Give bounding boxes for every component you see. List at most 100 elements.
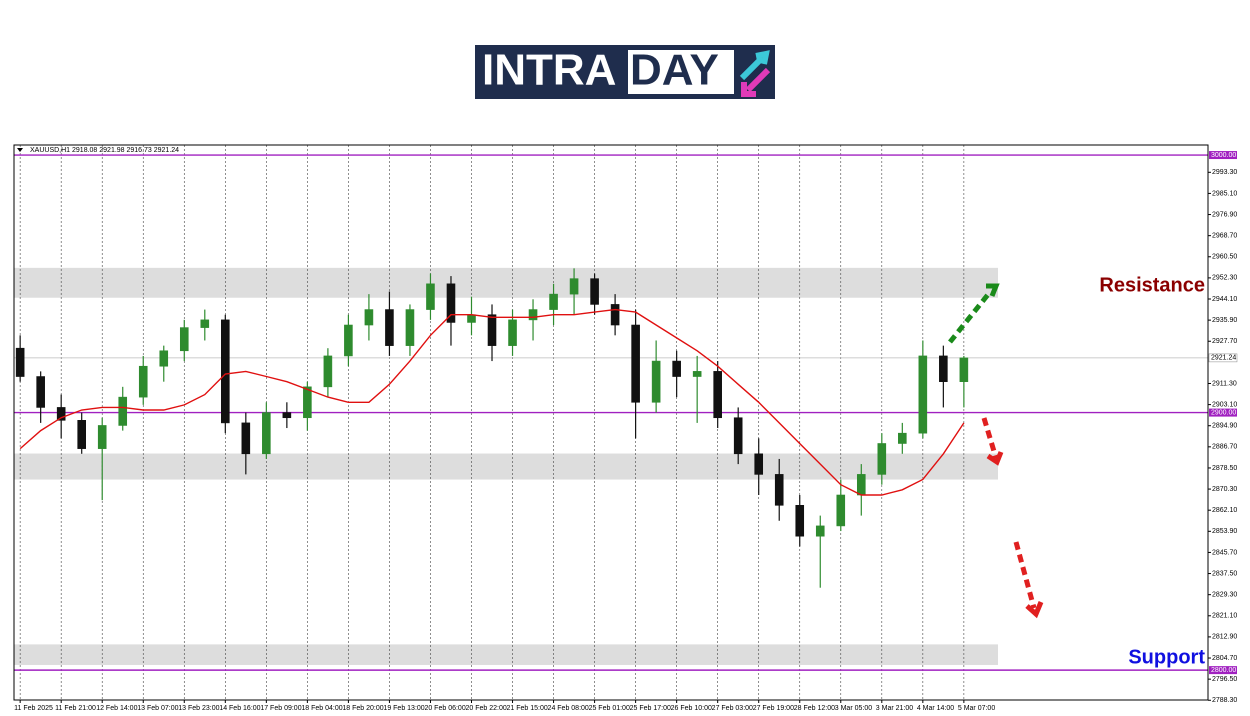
- price-tag-label: 2921.24: [1211, 355, 1236, 362]
- y-tick-label: 2886.70: [1212, 444, 1237, 451]
- y-tick-label: 2862.10: [1212, 507, 1237, 514]
- candle-body: [426, 283, 435, 310]
- x-tick-label: 12 Feb 14:00: [96, 705, 137, 712]
- x-tick-label: 11 Feb 21:00: [55, 705, 96, 712]
- y-tick-label: 2804.70: [1212, 655, 1237, 662]
- candle-body: [159, 350, 169, 367]
- candle-body: [774, 474, 784, 506]
- x-tick-label: 3 Mar 21:00: [876, 705, 913, 712]
- candle-body: [262, 412, 271, 455]
- candle-body: [241, 422, 251, 455]
- x-tick-label: 20 Feb 06:00: [424, 705, 465, 712]
- level-tag: [1209, 408, 1237, 417]
- candle-body: [179, 327, 189, 352]
- y-tick-label: 2976.90: [1212, 211, 1237, 218]
- candle-body: [508, 319, 517, 346]
- level-tag-label: 2900.00: [1211, 409, 1236, 416]
- logo-arrow: [741, 67, 771, 97]
- logo-text: INTRA: [482, 46, 616, 95]
- x-tick-label: 13 Feb 23:00: [178, 705, 219, 712]
- candle-body: [672, 360, 681, 377]
- candle-body: [815, 525, 825, 537]
- x-tick-label: 28 Feb 12:00: [794, 705, 835, 712]
- candle-body: [323, 355, 333, 388]
- candle-body: [97, 425, 107, 449]
- logo-arrow: [739, 50, 770, 81]
- candle-body: [221, 319, 230, 424]
- y-tick-label: 2829.30: [1212, 592, 1237, 599]
- x-tick-label: 18 Feb 04:00: [301, 705, 342, 712]
- x-tick-label: 13 Feb 07:00: [137, 705, 178, 712]
- x-tick-label: 5 Mar 07:00: [958, 705, 995, 712]
- x-tick-label: 11 Feb 2025: [14, 705, 53, 712]
- candle-body: [959, 357, 969, 382]
- y-tick-label: 2903.10: [1212, 401, 1237, 408]
- candle-body: [877, 443, 887, 475]
- annotation: Support: [1128, 646, 1205, 668]
- candle-body: [487, 314, 497, 346]
- y-tick-label: 2952.30: [1212, 275, 1237, 282]
- symbol-icon: [17, 148, 23, 152]
- candle-body: [549, 293, 558, 310]
- y-tick-label: 2870.30: [1212, 486, 1237, 493]
- x-tick-label: 3 Mar 05:00: [835, 705, 872, 712]
- y-tick-label: 2788.30: [1212, 697, 1237, 704]
- y-tick-label: 2853.90: [1212, 528, 1237, 535]
- candle-body: [467, 314, 476, 323]
- arrow-up: [948, 290, 992, 344]
- y-tick-label: 2812.90: [1212, 634, 1237, 641]
- candle-body: [631, 324, 640, 403]
- x-tick-label: 19 Feb 13:00: [383, 705, 424, 712]
- zone: [14, 267, 998, 298]
- x-tick-label: 24 Feb 08:00: [548, 705, 589, 712]
- candle-body: [446, 283, 456, 323]
- arrow-down: [1013, 541, 1037, 609]
- x-tick-label: 25 Feb 01:00: [589, 705, 630, 712]
- y-tick-label: 2968.70: [1212, 232, 1237, 239]
- annotation: Resistance: [1099, 274, 1205, 296]
- y-tick-label: 2935.90: [1212, 317, 1237, 324]
- level-tag: [1209, 151, 1237, 160]
- candle-body: [77, 420, 87, 449]
- logo-text: DAY: [630, 46, 719, 95]
- candle-body: [138, 365, 148, 398]
- candle-body: [344, 324, 353, 357]
- candle-body: [303, 386, 312, 419]
- level-tag: [1209, 666, 1237, 675]
- plot: [14, 145, 1211, 703]
- y-tick-label: 2960.50: [1212, 254, 1237, 261]
- y-tick-label: 2927.70: [1212, 338, 1237, 345]
- y-tick-label: 2944.10: [1212, 296, 1237, 303]
- candle-body: [282, 412, 292, 419]
- level-tag-label: 2800.00: [1211, 667, 1236, 674]
- candle-body: [405, 309, 415, 346]
- arrow-head: [986, 451, 1004, 466]
- x-tick-label: 26 Feb 10:00: [671, 705, 712, 712]
- candle-body: [528, 309, 538, 321]
- x-tick-label: 4 Mar 14:00: [917, 705, 954, 712]
- x-tick-label: 21 Feb 15:00: [507, 705, 548, 712]
- x-tick-label: 14 Feb 16:00: [219, 705, 260, 712]
- candle-body: [836, 494, 846, 527]
- arrow-down: [981, 417, 999, 459]
- y-tick-label: 2985.10: [1212, 190, 1237, 197]
- candle-body: [36, 376, 45, 408]
- level-tag-label: 3000.00: [1211, 152, 1236, 159]
- y-tick-label: 2821.10: [1212, 613, 1237, 620]
- price-tag: [1208, 353, 1238, 363]
- x-tick-label: 25 Feb 17:00: [630, 705, 671, 712]
- y-tick-label: 2894.90: [1212, 423, 1237, 430]
- candle-body: [713, 371, 722, 419]
- candle-body: [118, 396, 128, 426]
- logo-highlight: [628, 50, 734, 94]
- y-tick-label: 2845.70: [1212, 549, 1237, 556]
- arrow-head: [986, 283, 1000, 297]
- candle-body: [898, 432, 907, 444]
- candle-body: [651, 360, 661, 403]
- candle-body: [15, 347, 25, 377]
- candle-body: [939, 355, 948, 382]
- x-tick-label: 27 Feb 19:00: [753, 705, 794, 712]
- y-tick-label: 2993.30: [1212, 169, 1237, 176]
- y-tick-label: 2796.50: [1212, 676, 1237, 683]
